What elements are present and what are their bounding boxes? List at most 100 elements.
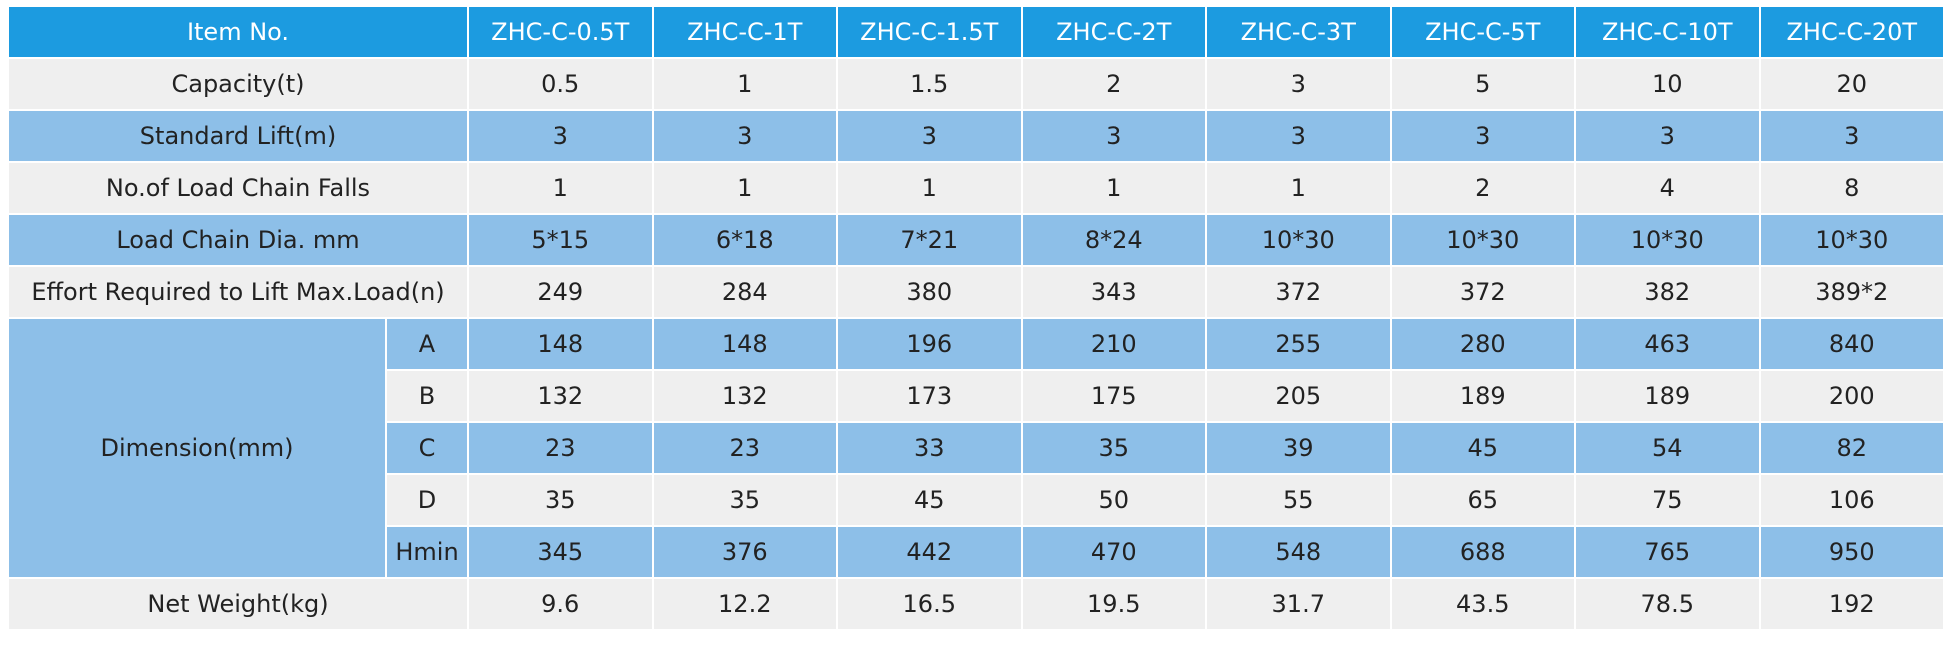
- cell: 16.5: [836, 577, 1023, 631]
- table-row: Standard Lift(m) 3 3 3 3 3 3 3 3: [7, 109, 1945, 163]
- cell: 10*30: [1205, 213, 1392, 267]
- cell: 255: [1205, 317, 1392, 371]
- cell: 280: [1389, 317, 1576, 371]
- cell: 10*30: [1758, 213, 1945, 267]
- cell: 132: [467, 369, 654, 423]
- column-header: ZHC-C-2T: [1020, 5, 1207, 59]
- header-label: Item No.: [7, 5, 469, 59]
- cell: 132: [651, 369, 838, 423]
- cell: 1: [1020, 161, 1207, 215]
- cell: 189: [1574, 369, 1761, 423]
- cell: 9.6: [467, 577, 654, 631]
- cell: 372: [1389, 265, 1576, 319]
- column-header: ZHC-C-10T: [1574, 5, 1761, 59]
- cell: 33: [836, 421, 1023, 475]
- table-row: C 23 23 33 35 39 45 54 82: [8, 421, 1945, 475]
- cell: 1: [651, 161, 838, 215]
- cell: 2: [1389, 161, 1576, 215]
- sub-row-label: D: [385, 473, 469, 527]
- cell: 372: [1205, 265, 1392, 319]
- cell: 106: [1758, 473, 1945, 527]
- column-header: ZHC-C-1T: [651, 5, 838, 59]
- sub-row-label: B: [385, 369, 469, 423]
- cell: 39: [1205, 421, 1392, 475]
- sub-row-label: C: [385, 421, 469, 475]
- cell: 148: [651, 317, 838, 371]
- table-row: Net Weight(kg) 9.6 12.2 16.5 19.5 31.7 43.5 78.…: [7, 577, 1945, 631]
- cell: 470: [1020, 525, 1207, 579]
- cell: 31.7: [1205, 577, 1392, 631]
- column-header: ZHC-C-1.5T: [836, 5, 1023, 59]
- cell: 1: [651, 57, 838, 111]
- cell: 200: [1758, 369, 1945, 423]
- cell: 12.2: [651, 577, 838, 631]
- cell: 345: [467, 525, 654, 579]
- cell: 389*2: [1758, 265, 1945, 319]
- cell: 284: [651, 265, 838, 319]
- cell: 10*30: [1389, 213, 1576, 267]
- sub-row-label: Hmin: [385, 525, 469, 579]
- row-label: Capacity(t): [7, 57, 469, 111]
- cell: 3: [1758, 109, 1945, 163]
- cell: 382: [1574, 265, 1761, 319]
- cell: 3: [467, 109, 654, 163]
- cell: 148: [467, 317, 654, 371]
- cell: 205: [1205, 369, 1392, 423]
- cell: 376: [651, 525, 838, 579]
- cell: 343: [1020, 265, 1207, 319]
- cell: 3: [1574, 109, 1761, 163]
- cell: 35: [467, 473, 654, 527]
- cell: 8*24: [1020, 213, 1207, 267]
- row-label: Effort Required to Lift Max.Load(n): [7, 265, 469, 319]
- cell: 45: [836, 473, 1023, 527]
- cell: 0.5: [467, 57, 654, 111]
- column-header: ZHC-C-3T: [1205, 5, 1392, 59]
- cell: 20: [1758, 57, 1945, 111]
- cell: 192: [1758, 577, 1945, 631]
- cell: 55: [1205, 473, 1392, 527]
- cell: 175: [1020, 369, 1207, 423]
- table-row: D 35 35 45 50 55 65 75 106: [8, 473, 1945, 527]
- table-row: Item No. ZHC-C-0.5T ZHC-C-1T ZHC-C-1.5T ZHC-…: [7, 5, 1945, 59]
- cell: 19.5: [1020, 577, 1207, 631]
- cell: 54: [1574, 421, 1761, 475]
- row-label: Load Chain Dia. mm: [7, 213, 469, 267]
- cell: 950: [1758, 525, 1945, 579]
- column-header: ZHC-C-20T: [1758, 5, 1945, 59]
- cell: 5: [1389, 57, 1576, 111]
- table-row: Hmin 345 376 442 470 548 688 765 950: [8, 525, 1945, 579]
- cell: 3: [1020, 109, 1207, 163]
- cell: 35: [1020, 421, 1207, 475]
- cell: 3: [1205, 109, 1392, 163]
- column-header: ZHC-C-0.5T: [467, 5, 654, 59]
- cell: 3: [1205, 57, 1392, 111]
- row-label: Net Weight(kg): [7, 577, 469, 631]
- spec-table: Item No. ZHC-C-0.5T ZHC-C-1T ZHC-C-1.5T ZHC-…: [7, 5, 1945, 631]
- column-header: ZHC-C-5T: [1389, 5, 1576, 59]
- cell: 10: [1574, 57, 1761, 111]
- cell: 78.5: [1574, 577, 1761, 631]
- cell: 65: [1389, 473, 1576, 527]
- cell: 1: [836, 161, 1023, 215]
- cell: 3: [1389, 109, 1576, 163]
- cell: 35: [651, 473, 838, 527]
- table-row: No.of Load Chain Falls 1 1 1 1 1 2 4 8: [7, 161, 1945, 215]
- cell: 43.5: [1389, 577, 1576, 631]
- cell: 3: [651, 109, 838, 163]
- cell: 249: [467, 265, 654, 319]
- table-row: Effort Required to Lift Max.Load(n) 249 28…: [7, 265, 1945, 319]
- cell: 23: [651, 421, 838, 475]
- cell: 463: [1574, 317, 1761, 371]
- table-row: B 132 132 173 175 205 189 189 200: [8, 369, 1945, 423]
- cell: 8: [1758, 161, 1945, 215]
- cell: 765: [1574, 525, 1761, 579]
- cell: 548: [1205, 525, 1392, 579]
- row-label: Dimension(mm): [7, 317, 387, 579]
- table-row: Load Chain Dia. mm 5*15 6*18 7*21 8*24 10*30 1…: [7, 213, 1945, 267]
- cell: 7*21: [836, 213, 1023, 267]
- cell: 5*15: [467, 213, 654, 267]
- cell: 4: [1574, 161, 1761, 215]
- cell: 6*18: [651, 213, 838, 267]
- cell: 10*30: [1574, 213, 1761, 267]
